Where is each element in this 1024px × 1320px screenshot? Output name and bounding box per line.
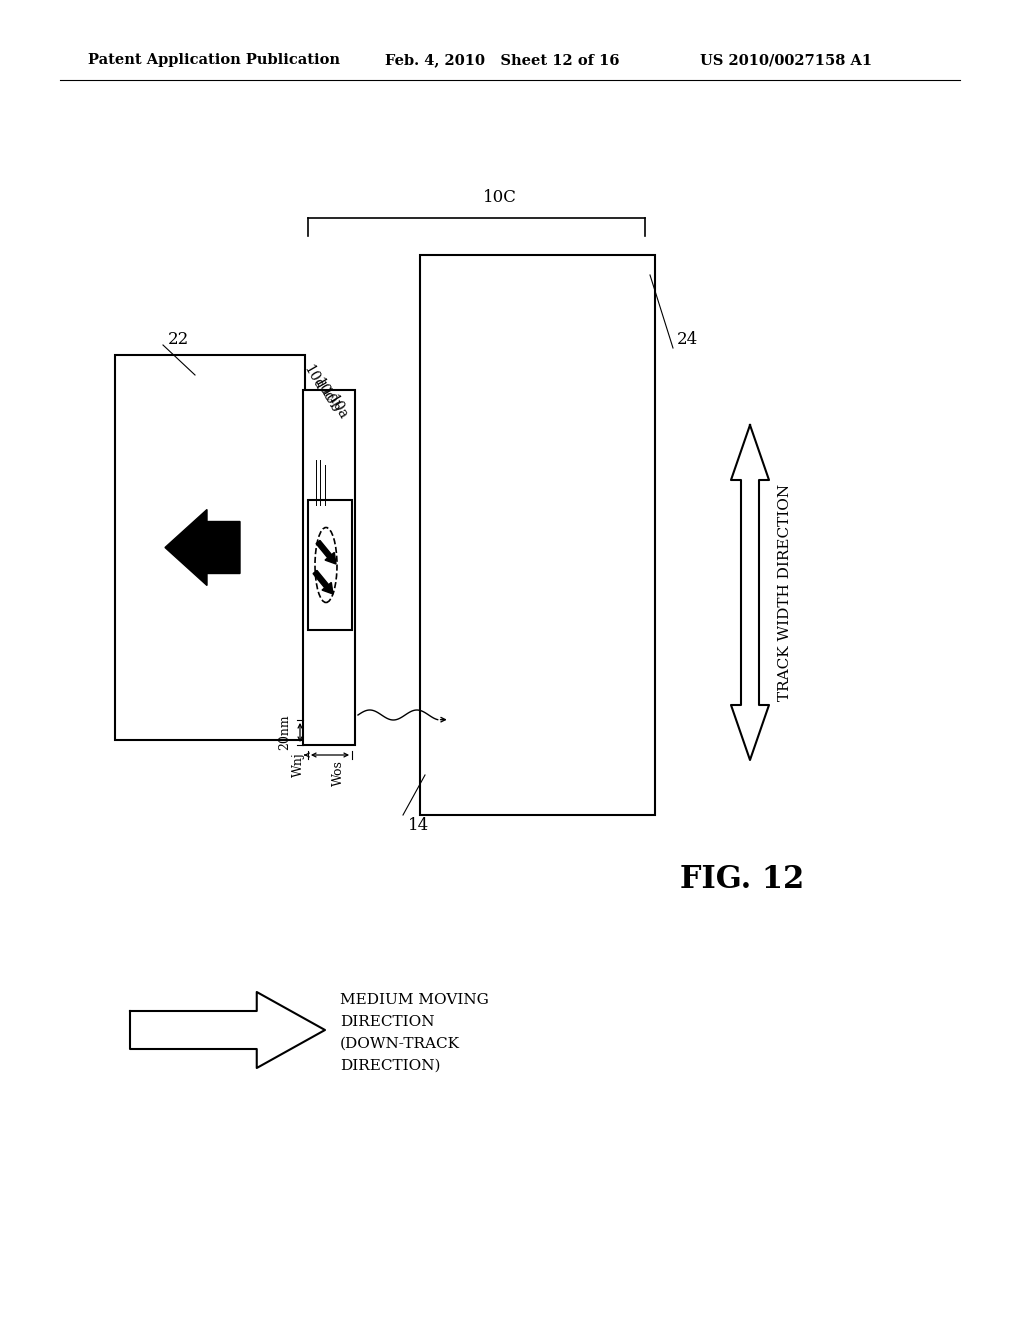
Text: Wnj: Wnj (292, 752, 304, 777)
Text: 20nm: 20nm (279, 714, 292, 750)
Bar (115, 355, 305, 741)
Text: FIG. 12: FIG. 12 (680, 865, 804, 895)
Bar (420, 255, 655, 814)
Text: MEDIUM MOVING: MEDIUM MOVING (340, 993, 488, 1007)
Text: 24: 24 (677, 331, 698, 348)
Bar (308, 500, 352, 630)
Text: 22: 22 (168, 331, 189, 348)
Text: US 2010/0027158 A1: US 2010/0027158 A1 (700, 53, 872, 67)
Text: 10d: 10d (301, 363, 327, 393)
Polygon shape (130, 993, 325, 1068)
Text: Patent Application Publication: Patent Application Publication (88, 53, 340, 67)
Text: DIRECTION: DIRECTION (340, 1015, 434, 1030)
Text: Feb. 4, 2010   Sheet 12 of 16: Feb. 4, 2010 Sheet 12 of 16 (385, 53, 620, 67)
FancyArrow shape (316, 540, 336, 564)
Polygon shape (731, 425, 769, 760)
Text: 14: 14 (408, 817, 429, 833)
Text: TRACK WIDTH DIRECTION: TRACK WIDTH DIRECTION (778, 484, 792, 701)
FancyArrow shape (313, 570, 333, 594)
Text: Wos: Wos (332, 760, 344, 785)
Text: 10C: 10C (483, 190, 517, 206)
Text: 10b: 10b (317, 385, 342, 414)
Text: DIRECTION): DIRECTION) (340, 1059, 440, 1073)
Text: 10c: 10c (311, 376, 336, 405)
FancyArrow shape (165, 510, 240, 586)
Text: (DOWN-TRACK: (DOWN-TRACK (340, 1038, 460, 1051)
Bar (303, 389, 355, 744)
Text: 10a: 10a (325, 392, 350, 422)
